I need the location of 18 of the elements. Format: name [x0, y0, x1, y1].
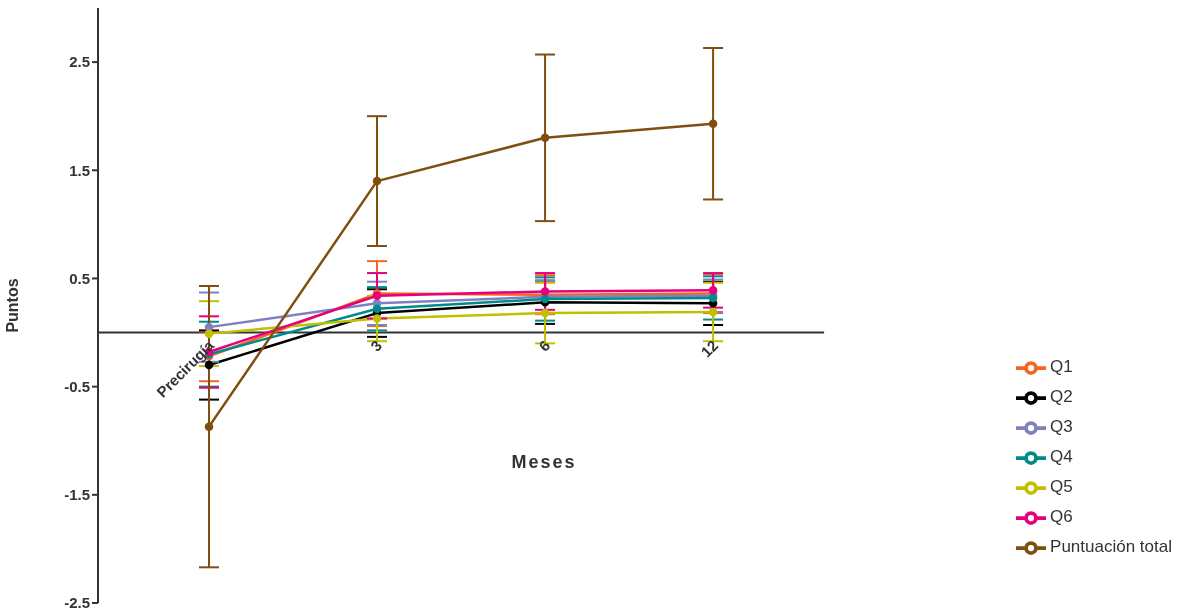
legend-label: Q6 — [1050, 507, 1073, 527]
legend-label: Q4 — [1050, 447, 1073, 467]
x-axis-title: Meses — [510, 452, 578, 473]
legend-label: Q1 — [1050, 357, 1073, 377]
y-tick-label: 0.5 — [69, 269, 90, 287]
y-tick-label: -2.5 — [64, 594, 90, 612]
legend-label: Q3 — [1050, 417, 1073, 437]
x-tick-label: 3 — [367, 336, 386, 355]
y-tick-label: -0.5 — [64, 377, 90, 395]
legend-label: Puntuación total — [1050, 537, 1172, 557]
legend-label: Q2 — [1050, 387, 1073, 407]
legend-label: Q5 — [1050, 477, 1073, 497]
y-tick-label: -1.5 — [64, 486, 90, 504]
y-axis-title: Puntos — [3, 278, 21, 333]
y-tick-label: 2.5 — [69, 53, 90, 71]
x-tick-label: 6 — [535, 336, 554, 355]
x-tick-label: 12 — [697, 336, 722, 361]
y-tick-label: 1.5 — [69, 161, 90, 179]
